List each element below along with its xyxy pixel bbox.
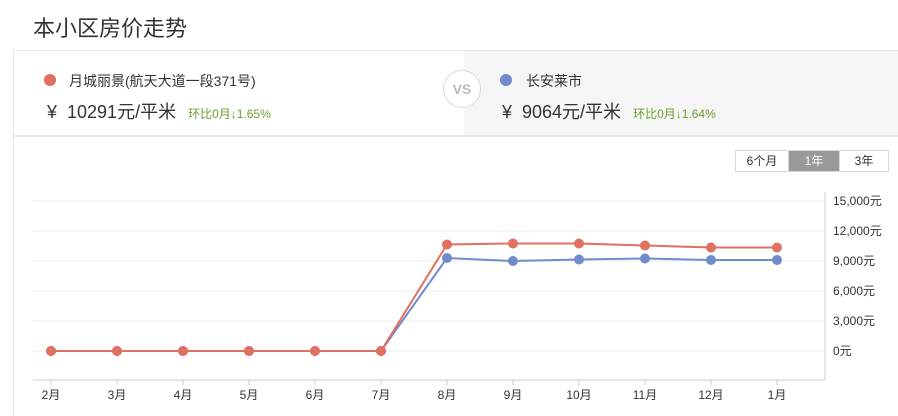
page-title: 本小区房价走势: [33, 16, 188, 41]
data-point: [574, 238, 584, 249]
mom-change-compare: 环比0月↓1.64%: [633, 107, 716, 121]
data-point: [442, 253, 452, 263]
x-tick-label: 11月: [633, 388, 657, 402]
currency-symbol: ¥: [47, 102, 58, 122]
tab-6-months[interactable]: 6个月: [736, 151, 788, 171]
data-point: [310, 346, 320, 356]
data-point: [706, 255, 716, 265]
data-point: [574, 254, 584, 265]
y-tick-label: 15,000元: [833, 194, 882, 208]
community-card-primary: 月城丽景(航天大道一段371号) ¥10291元/平米 环比0月↓1.65%: [14, 51, 464, 135]
data-point: [508, 256, 518, 266]
x-tick-label: 4月: [174, 388, 193, 402]
chart-panel: [13, 136, 898, 416]
x-tick-label: 9月: [504, 388, 523, 402]
price-block-compare: ¥9064元/平米 环比0月↓1.64%: [502, 98, 716, 124]
y-tick-label: 12,000元: [833, 224, 882, 238]
x-tick-label: 12月: [698, 388, 723, 402]
data-point: [640, 253, 650, 264]
tab-1-year[interactable]: 1年: [788, 151, 839, 171]
x-tick-label: 6月: [306, 388, 325, 402]
x-tick-label: 2月: [42, 388, 61, 402]
data-point: [772, 255, 782, 265]
x-tick-label: 10月: [566, 388, 591, 402]
y-tick-label: 0元: [833, 344, 852, 358]
data-point: [244, 346, 254, 356]
x-tick-label: 5月: [240, 388, 259, 402]
x-tick-label: 3月: [108, 388, 127, 402]
unit-price-compare: 9064元/平米: [522, 102, 622, 122]
vs-badge: VS: [443, 70, 481, 108]
series-color-dot-primary: [44, 74, 56, 86]
community-name-primary: 月城丽景(航天大道一段371号): [69, 73, 256, 89]
data-point: [112, 346, 122, 356]
series-line: [51, 242, 777, 352]
data-point: [46, 346, 56, 356]
unit-price-primary: 10291元/平米: [67, 102, 177, 122]
data-point: [376, 346, 386, 356]
series-color-dot-compare: [500, 74, 512, 86]
y-tick-label: 3,000元: [833, 314, 875, 328]
tab-3-years[interactable]: 3年: [839, 151, 888, 171]
data-point: [706, 242, 716, 253]
data-point: [640, 240, 650, 251]
data-point: [772, 242, 782, 253]
community-name-compare: 长安莱市: [526, 73, 582, 89]
mom-change-primary: 环比0月↓1.65%: [188, 107, 271, 121]
y-tick-label: 9,000元: [833, 254, 875, 268]
community-card-compare[interactable]: 长安莱市 ¥9064元/平米 环比0月↓1.64%: [464, 51, 898, 135]
x-tick-label: 1月: [768, 388, 787, 402]
data-point: [442, 239, 452, 250]
data-point: [508, 238, 518, 249]
series-line: [51, 256, 777, 352]
x-tick-label: 7月: [372, 388, 391, 402]
comparison-cards: 月城丽景(航天大道一段371号) ¥10291元/平米 环比0月↓1.65% 长安…: [13, 50, 898, 136]
data-point: [178, 346, 188, 356]
y-tick-label: 6,000元: [833, 284, 875, 298]
x-tick-label: 8月: [438, 388, 457, 402]
time-range-tabs: 6个月 1年 3年: [735, 150, 889, 172]
currency-symbol: ¥: [502, 102, 513, 122]
price-block-primary: ¥10291元/平米 环比0月↓1.65%: [47, 98, 271, 124]
